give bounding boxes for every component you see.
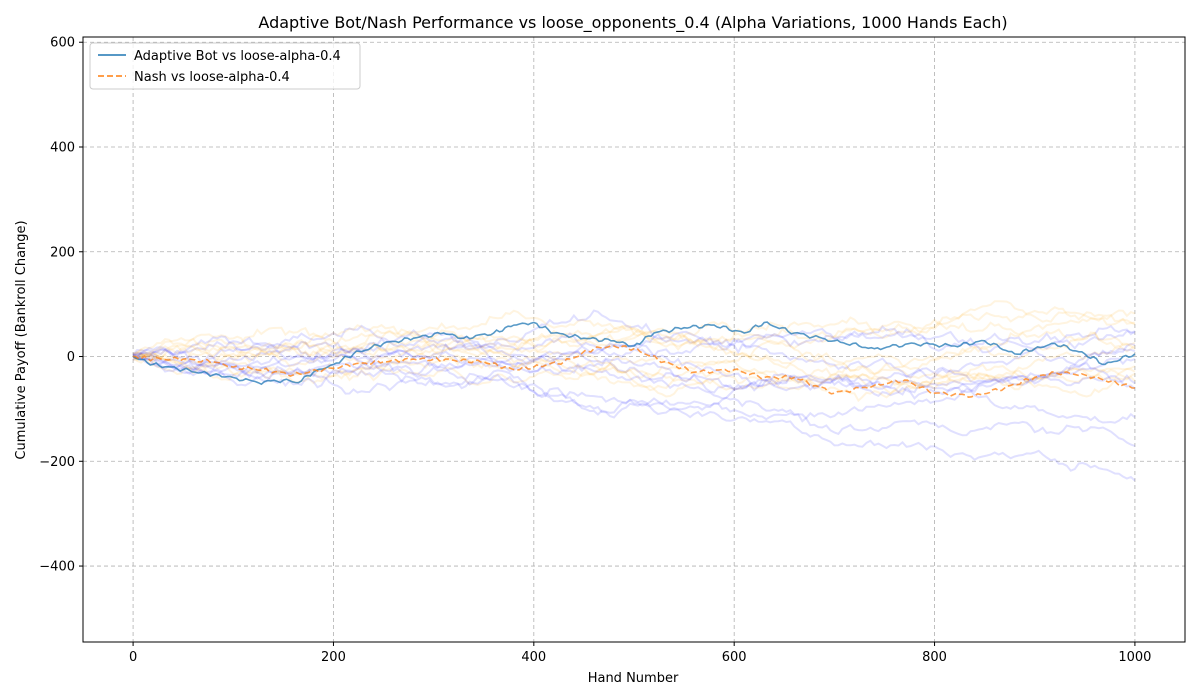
legend-box <box>89 42 361 90</box>
y-axis-label: Cumulative Payoff (Bankroll Change) <box>14 220 29 459</box>
background-trace <box>132 328 1136 400</box>
legend-label-adaptive: Adaptive Bot vs loose-alpha-0.4 <box>134 49 341 64</box>
series-layer <box>132 321 1136 399</box>
background-trace <box>132 356 1136 447</box>
x-axis-label: Hand Number <box>588 671 679 686</box>
background-trace <box>132 350 1136 424</box>
background-trace <box>132 351 1136 482</box>
y-tick-label: 600 <box>50 36 75 51</box>
legend: Adaptive Bot vs loose-alpha-0.4 Nash vs … <box>89 42 361 90</box>
x-tick-label: 800 <box>922 650 947 665</box>
y-tick-label: 400 <box>50 141 75 156</box>
y-tick-label: −400 <box>39 560 75 575</box>
chart-title: Adaptive Bot/Nash Performance vs loose_o… <box>258 13 1007 33</box>
x-tick-label: 200 <box>321 650 346 665</box>
background-trace <box>132 323 1136 403</box>
legend-label-nash: Nash vs loose-alpha-0.4 <box>134 70 290 85</box>
background-trace <box>132 340 1136 423</box>
plot-frame <box>82 36 1186 643</box>
background-trace <box>132 349 1136 391</box>
background-trace <box>132 306 1136 359</box>
series-line-1 <box>133 344 1135 399</box>
background-trace <box>132 316 1136 366</box>
x-tick-label: 400 <box>521 650 546 665</box>
y-tick-label: 0 <box>67 350 75 365</box>
series-line-0 <box>132 321 1136 386</box>
background-trace <box>132 324 1136 384</box>
background-trace <box>133 328 1136 371</box>
x-tick-label: 600 <box>722 650 747 665</box>
x-tick-label: 1000 <box>1118 650 1151 665</box>
gridlines <box>83 37 1185 642</box>
y-axis: −400 −200 0 200 400 600 <box>39 36 83 575</box>
x-axis: 0 200 400 600 800 1000 <box>129 642 1151 665</box>
x-tick-label: 0 <box>129 650 137 665</box>
background-trace <box>132 326 1136 376</box>
background-trace <box>132 329 1136 398</box>
y-tick-label: 200 <box>50 245 75 260</box>
y-tick-label: −200 <box>39 455 75 470</box>
